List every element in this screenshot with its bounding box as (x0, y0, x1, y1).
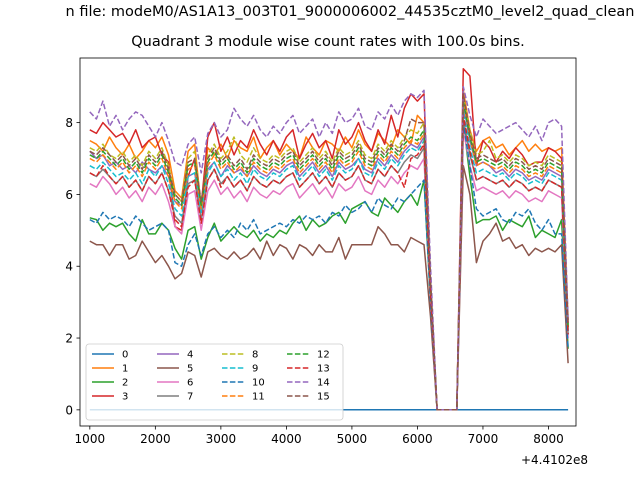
plot-lines (89, 68, 569, 411)
legend-label-3: 3 (122, 392, 128, 403)
legend-label-1: 1 (122, 364, 128, 375)
legend-label-10: 10 (252, 378, 265, 389)
figure-title: n file: modeM0/AS1A13_003T01_9000006002_… (0, 4, 640, 20)
x-tick-label: 8000 (533, 432, 564, 446)
series-line-8 (89, 96, 569, 411)
x-tick-label: 5000 (337, 432, 368, 446)
series-line-12 (89, 100, 569, 411)
y-tick-label: 4 (65, 260, 73, 274)
series-line-15 (89, 93, 569, 411)
y-tick-label: 6 (65, 188, 73, 202)
chart-title: Quadrant 3 module wise count rates with … (131, 34, 525, 50)
axes-frame (79, 57, 577, 427)
legend-box (85, 343, 344, 421)
series-line-14 (89, 85, 569, 411)
x-axis: 1000 2000 3000 4000 5000 6000 7000 8000 (75, 426, 564, 446)
x-tick-label: 1000 (75, 432, 106, 446)
legend-label-7: 7 (187, 392, 193, 403)
x-tick-label: 7000 (468, 432, 499, 446)
series-line-9 (89, 111, 569, 411)
series-line-10 (89, 121, 569, 411)
figure-title-text: n file: modeM0/AS1A13_003T01_9000006002_… (65, 4, 635, 20)
legend-label-12: 12 (317, 350, 330, 361)
legend-label-6: 6 (187, 378, 193, 389)
series-line-11 (89, 100, 569, 411)
legend-label-5: 5 (187, 364, 193, 375)
legend-label-9: 9 (252, 364, 258, 375)
x-tick-label: 3000 (206, 432, 237, 446)
legend-label-2: 2 (122, 378, 128, 389)
legend-label-13: 13 (317, 364, 330, 375)
y-tick-label: 8 (65, 116, 73, 130)
legend-label-0: 0 (122, 350, 128, 361)
y-axis: 0 2 4 6 8 (65, 116, 80, 417)
series-line-5 (89, 164, 569, 411)
legend-label-4: 4 (187, 350, 193, 361)
legend-label-8: 8 (252, 350, 258, 361)
legend-label-11: 11 (252, 392, 265, 403)
series-line-1 (89, 89, 569, 411)
x-offset-label: +4.4102e8 (521, 453, 588, 467)
legend-label-15: 15 (317, 392, 330, 403)
series-line-6 (89, 129, 569, 411)
x-tick-label: 2000 (140, 432, 171, 446)
y-tick-label: 2 (65, 332, 73, 346)
y-tick-label: 0 (65, 403, 73, 417)
x-tick-label: 6000 (402, 432, 433, 446)
legend-label-14: 14 (317, 378, 330, 389)
x-tick-label: 4000 (271, 432, 302, 446)
series-line-13 (89, 114, 569, 411)
